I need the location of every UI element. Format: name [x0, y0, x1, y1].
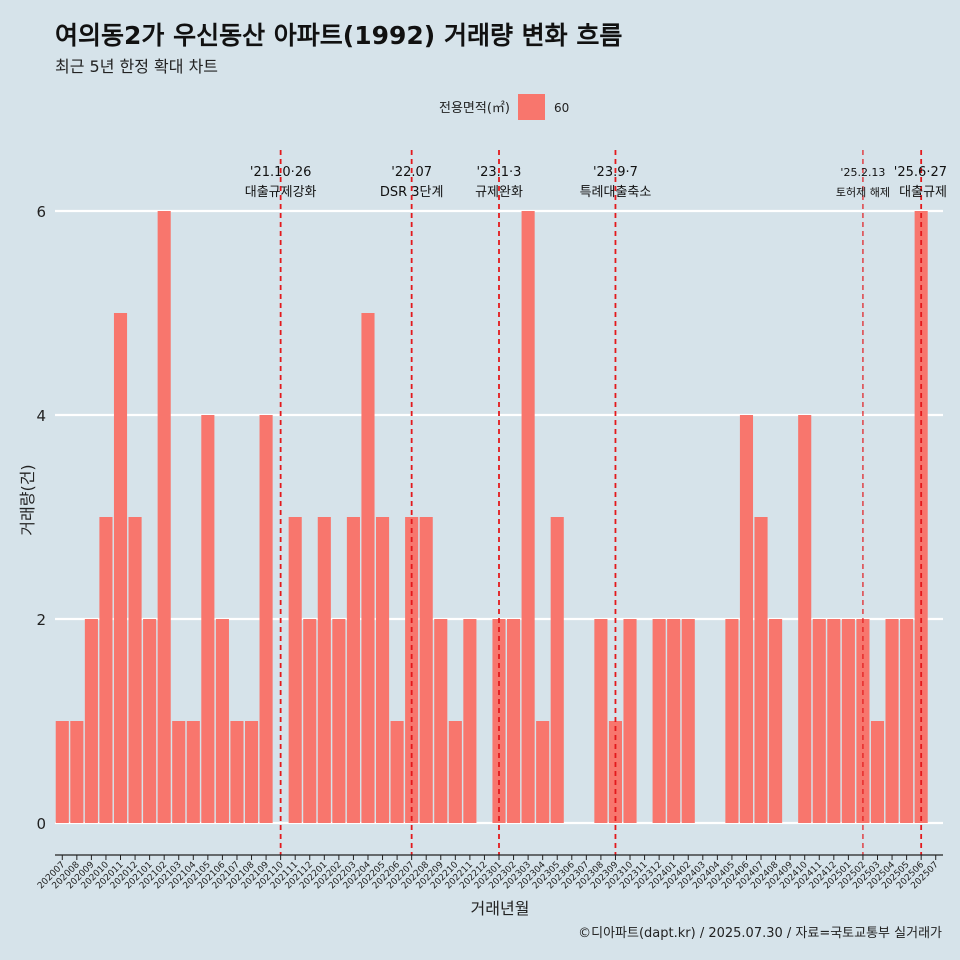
bar-202104 — [186, 721, 200, 823]
chart-subtitle: 최근 5년 한정 확대 차트 — [55, 57, 219, 76]
bar-202402 — [681, 619, 695, 823]
bar-202503 — [870, 721, 885, 823]
bar-202406 — [739, 415, 754, 823]
event-date: '25.2.13 — [840, 166, 885, 179]
bar-202401 — [667, 619, 681, 823]
bar-202109 — [259, 415, 273, 823]
bar-202308 — [594, 619, 608, 823]
bar-202008 — [70, 721, 84, 823]
bar-202009 — [84, 619, 98, 823]
bar-202504 — [885, 619, 899, 823]
bar-202012 — [128, 517, 142, 823]
bar-202506 — [914, 211, 928, 823]
event-date: '21.10·26 — [250, 165, 311, 180]
event-label: DSR 3단계 — [380, 185, 444, 200]
legend-entry-label: 60 — [554, 101, 569, 115]
legend-title: 전용면적(㎡) — [439, 101, 510, 116]
event-date: '25.6·27 — [894, 165, 947, 180]
bar-202103 — [172, 721, 186, 823]
bar-202305 — [550, 517, 564, 823]
bar-202011 — [113, 313, 128, 823]
x-axis-label: 거래년월 — [471, 899, 530, 918]
bar-202107 — [230, 721, 244, 823]
bar-202407 — [754, 517, 768, 823]
bar-202205 — [375, 517, 390, 823]
event-label: 특례대출축소 — [580, 185, 652, 200]
y-tick-label: 6 — [36, 203, 46, 221]
y-tick-label: 4 — [36, 407, 46, 425]
bar-202211 — [463, 619, 477, 823]
bar-202106 — [215, 619, 229, 823]
bar-202108 — [244, 721, 259, 823]
bar-202204 — [361, 313, 375, 823]
bar-202302 — [507, 619, 521, 823]
event-label: 규제완화 — [475, 185, 523, 200]
y-axis-label: 거래량(건) — [18, 464, 37, 535]
bar-202501 — [841, 619, 855, 823]
bar-202207 — [405, 517, 419, 823]
bar-202411 — [812, 619, 826, 823]
bar-202408 — [769, 619, 783, 823]
bar-202102 — [157, 211, 171, 823]
event-lines: '21.10·26 대출규제강화 '22.07 DSR 3단계 '23.1·3 규제완화 '… — [245, 150, 947, 855]
bar-202505 — [900, 619, 914, 823]
event-date: '23.9·7 — [593, 165, 638, 180]
bar-202412 — [827, 619, 841, 823]
bar-202310 — [623, 619, 637, 823]
bar-202202 — [332, 619, 346, 823]
bar-202007 — [55, 721, 69, 823]
source-caption: ©디아파트(dapt.kr) / 2025.07.30 / 자료=국토교통부 실… — [578, 926, 942, 941]
y-tick-label: 2 — [36, 611, 46, 629]
x-axis: 2020072020082020092020102020112020122021… — [36, 854, 943, 891]
bar-202112 — [303, 619, 317, 823]
bar-202209 — [434, 619, 448, 823]
bar-202201 — [317, 517, 331, 823]
bar-202208 — [419, 517, 433, 823]
bar-202111 — [288, 517, 302, 823]
bar-202303 — [521, 211, 535, 823]
y-axis: 0 2 4 6 — [36, 203, 46, 833]
bar-202405 — [725, 619, 739, 823]
bar-202101 — [143, 619, 157, 823]
bar-202210 — [448, 721, 462, 823]
chart-title: 여의동2가 우신동산 아파트(1992) 거래량 변화 흐름 — [55, 21, 623, 50]
event-label: 대출규제 — [899, 185, 947, 200]
event-label: 토허제 해제 — [836, 185, 890, 199]
legend: 전용면적(㎡) 60 — [439, 94, 569, 120]
event-date: '23.1·3 — [477, 165, 522, 180]
bar-202312 — [652, 619, 666, 823]
bar-202010 — [99, 517, 113, 823]
bar-202105 — [201, 415, 215, 823]
bars — [55, 211, 928, 823]
y-tick-label: 0 — [36, 815, 46, 833]
bar-202304 — [536, 721, 550, 823]
bar-202203 — [346, 517, 360, 823]
bar-202206 — [390, 721, 404, 823]
event-label: 대출규제강화 — [245, 185, 317, 200]
bar-202410 — [798, 415, 812, 823]
legend-swatch — [518, 94, 545, 120]
event-date: '22.07 — [391, 165, 432, 180]
